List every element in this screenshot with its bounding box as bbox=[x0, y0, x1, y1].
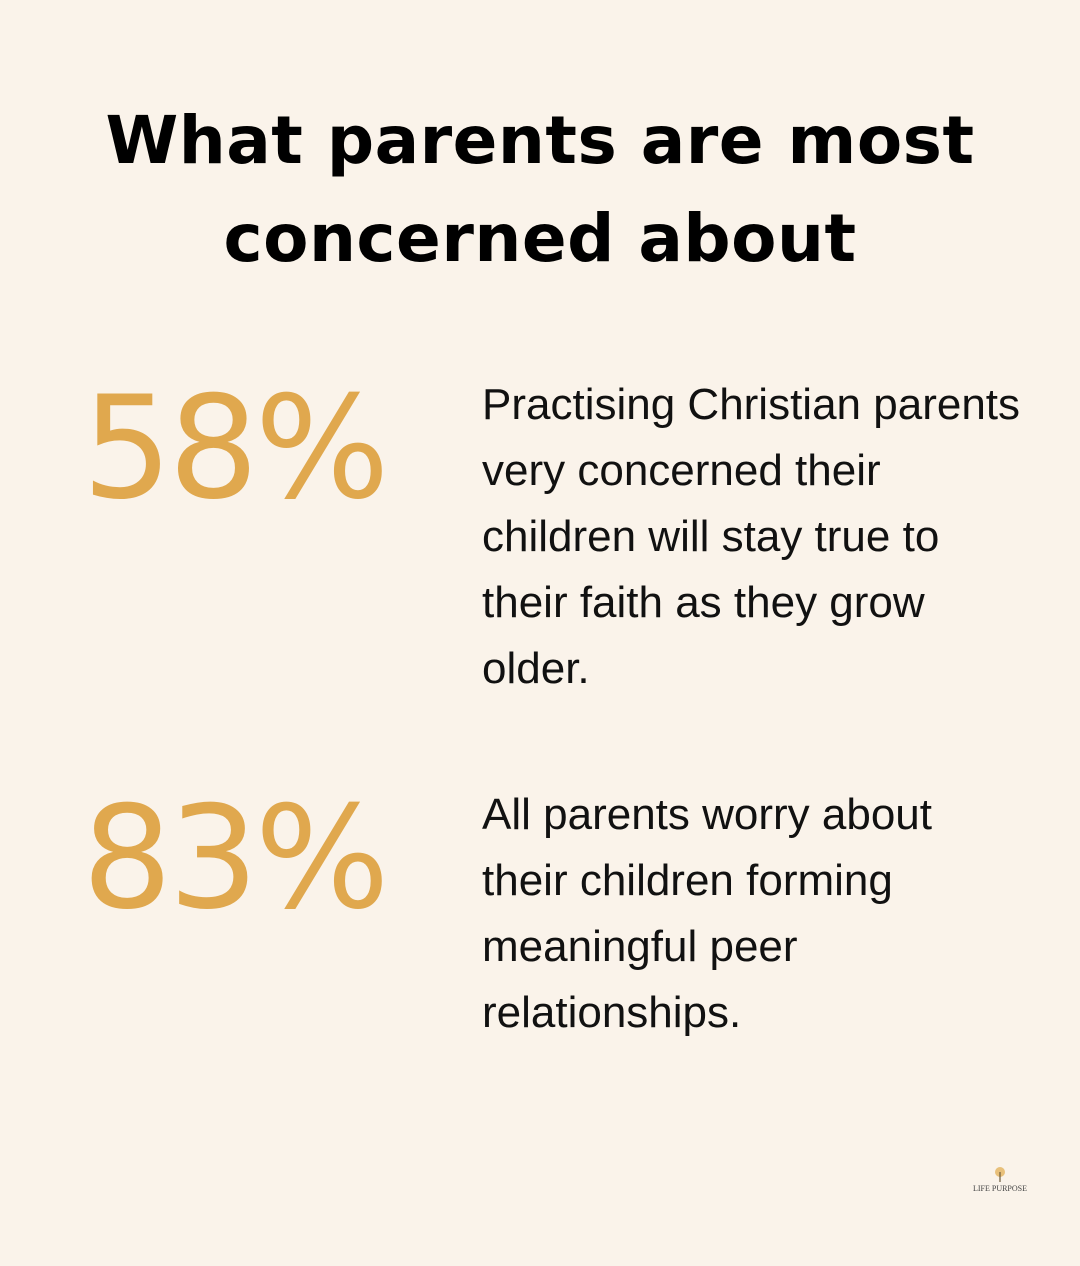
stat-text: Practising Christian parents very concer… bbox=[482, 380, 1021, 693]
stat-value: 83% bbox=[82, 776, 390, 941]
stat-text: All parents worry about their children f… bbox=[482, 790, 932, 1037]
title: What parents are most concerned about bbox=[105, 102, 975, 277]
logo-text: LIFE PURPOSE bbox=[972, 1184, 1027, 1193]
logo: LIFE PURPOSE bbox=[960, 1166, 1040, 1193]
logo-icon bbox=[995, 1167, 1005, 1182]
stat-value: 58% bbox=[82, 366, 390, 531]
